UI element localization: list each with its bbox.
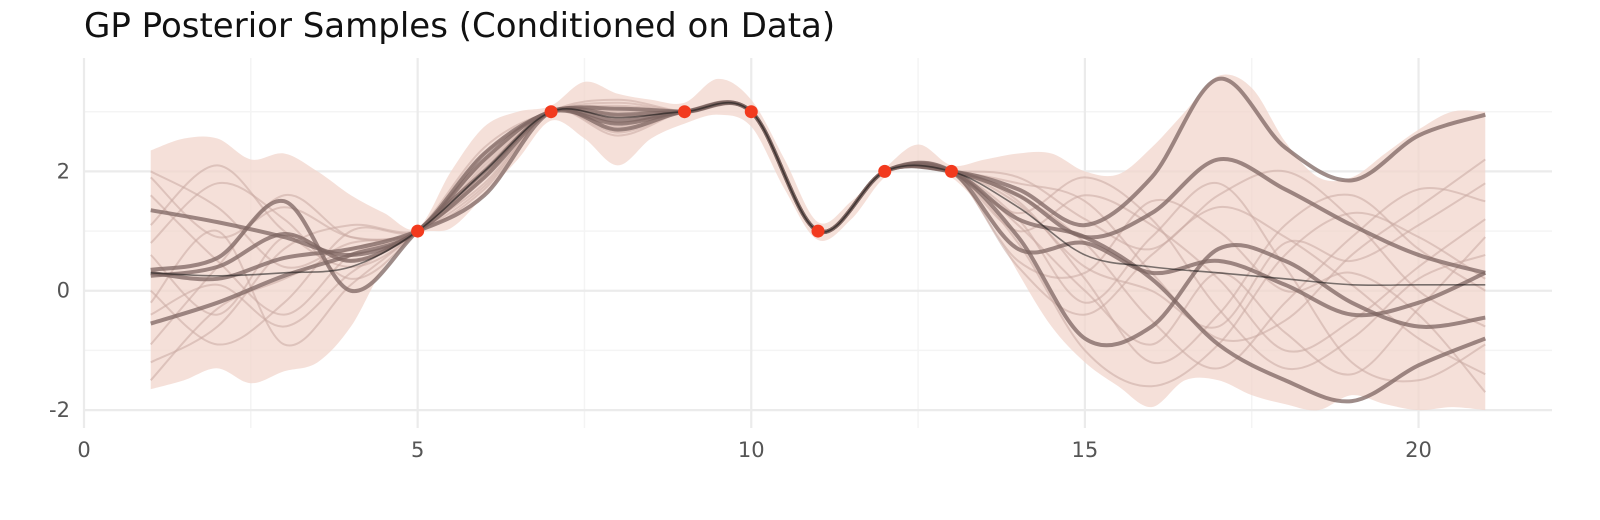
- observed-point: [944, 164, 958, 178]
- x-tick-label: 5: [411, 438, 424, 462]
- observed-point: [811, 224, 825, 238]
- y-tick-label: 0: [57, 279, 70, 303]
- x-tick-label: 20: [1405, 438, 1432, 462]
- y-axis-ticks: -2 0 2: [49, 159, 70, 422]
- y-tick-label: -2: [49, 398, 70, 422]
- observed-point: [678, 105, 692, 119]
- chart-title: GP Posterior Samples (Conditioned on Dat…: [84, 6, 836, 46]
- y-tick-label: 2: [57, 159, 70, 183]
- x-tick-label: 10: [738, 438, 765, 462]
- x-tick-label: 0: [77, 438, 90, 462]
- observed-points: [411, 105, 958, 238]
- observed-point: [544, 105, 558, 119]
- observed-point: [878, 164, 892, 178]
- observed-point: [411, 224, 425, 238]
- x-axis-ticks: 0 5 10 15 20: [77, 438, 1432, 462]
- observed-point: [744, 105, 758, 119]
- x-tick-label: 15: [1072, 438, 1099, 462]
